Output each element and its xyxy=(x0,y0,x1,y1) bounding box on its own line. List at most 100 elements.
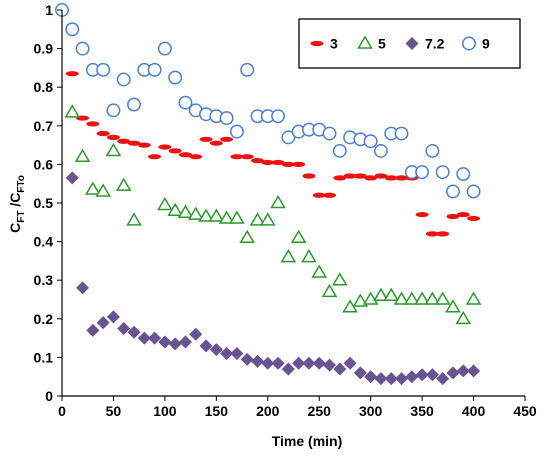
data-point xyxy=(321,283,338,298)
data-point xyxy=(290,229,307,244)
y-tick-label: 0.7 xyxy=(34,118,54,134)
data-point xyxy=(230,154,244,160)
legend-marker-9 xyxy=(462,36,476,51)
data-point xyxy=(465,291,482,305)
series-9 xyxy=(55,3,481,199)
data-point xyxy=(249,212,266,226)
y-tick-label: 0.9 xyxy=(34,41,54,57)
data-point xyxy=(86,323,100,337)
y-tick-label: 0.3 xyxy=(34,272,54,288)
data-point xyxy=(76,281,90,295)
data-point xyxy=(445,299,461,313)
data-point xyxy=(374,143,388,158)
data-point xyxy=(270,195,286,209)
data-point xyxy=(384,175,398,181)
legend-label-7-2: 7.2 xyxy=(425,36,445,52)
data-point xyxy=(333,362,347,376)
x-axis-title: Time (min) xyxy=(272,433,343,449)
data-point xyxy=(75,41,90,56)
tick-labels: 0 50 100 150 200 250 300 350 400 450 0 0.1 0.2 0.3 0.4… xyxy=(34,2,537,419)
data-point xyxy=(425,231,439,237)
data-point xyxy=(86,121,100,127)
y-tick-label: 0.8 xyxy=(34,79,54,95)
data-point xyxy=(456,211,470,218)
data-point xyxy=(353,366,367,380)
legend-items: 3 5 7.2 9 xyxy=(310,36,490,52)
data-point xyxy=(364,370,378,384)
data-point xyxy=(415,211,429,218)
data-point xyxy=(158,335,172,349)
data-point xyxy=(127,140,141,146)
data-point xyxy=(280,249,297,263)
legend-label-3: 3 xyxy=(330,36,338,52)
data-point xyxy=(364,175,378,181)
data-point xyxy=(352,293,369,307)
data-point xyxy=(74,148,91,162)
data-point xyxy=(415,368,429,382)
data-point xyxy=(230,347,244,361)
y-tick-label: 0.4 xyxy=(34,234,54,250)
data-point xyxy=(240,62,255,77)
data-point xyxy=(198,208,214,222)
data-point xyxy=(323,192,337,198)
y-tick-label: 0.6 xyxy=(34,156,54,172)
data-point xyxy=(168,148,182,154)
data-point xyxy=(189,327,203,341)
legend: 3 5 7.2 9 xyxy=(298,18,521,69)
y-axis-title: CFT /CFTo xyxy=(7,175,27,233)
y-tick-label: 0.1 xyxy=(34,349,54,365)
data-point xyxy=(126,212,142,226)
data-point xyxy=(343,356,357,370)
data-point xyxy=(363,134,378,149)
data-point xyxy=(106,134,120,140)
y-axis-title-sub1: FT xyxy=(16,211,27,223)
data-point xyxy=(383,287,400,301)
data-point xyxy=(425,143,440,158)
data-point xyxy=(250,354,264,368)
data-point xyxy=(435,165,450,180)
data-point xyxy=(96,316,110,330)
data-point xyxy=(220,347,234,361)
data-point xyxy=(394,126,409,141)
data-point xyxy=(455,310,472,325)
data-point xyxy=(393,291,410,305)
data-point xyxy=(292,356,306,370)
data-point xyxy=(312,356,326,370)
x-tick-label: 250 xyxy=(308,403,332,419)
data-point xyxy=(239,229,256,244)
data-point xyxy=(117,138,131,144)
data-point xyxy=(250,157,264,164)
data-point xyxy=(261,356,275,370)
legend-label-5: 5 xyxy=(378,36,386,52)
data-point xyxy=(281,362,295,376)
data-point xyxy=(106,103,121,118)
data-point xyxy=(395,175,409,181)
y-axis-title-sub2: FTo xyxy=(16,175,27,193)
data-point xyxy=(302,173,316,179)
data-point xyxy=(127,325,141,339)
data-point xyxy=(373,287,389,301)
x-tick-label: 200 xyxy=(256,403,280,419)
data-point xyxy=(240,154,254,160)
data-point xyxy=(374,372,388,386)
data-point xyxy=(106,310,120,324)
x-tick-label: 100 xyxy=(153,403,177,419)
data-point xyxy=(229,210,245,224)
data-point xyxy=(405,370,419,384)
data-point xyxy=(209,343,223,357)
data-point xyxy=(157,196,173,211)
data-point xyxy=(467,364,481,378)
data-point xyxy=(127,97,141,112)
data-point xyxy=(177,204,194,218)
data-point xyxy=(168,337,182,351)
x-tick-label: 0 xyxy=(58,403,66,419)
data-point xyxy=(384,372,398,386)
legend-marker-3 xyxy=(310,40,324,47)
y-tick-label: 1 xyxy=(45,2,53,18)
data-point xyxy=(404,291,420,305)
data-point xyxy=(322,126,337,141)
data-point xyxy=(137,142,151,148)
data-point xyxy=(259,212,276,226)
data-point xyxy=(115,177,132,191)
